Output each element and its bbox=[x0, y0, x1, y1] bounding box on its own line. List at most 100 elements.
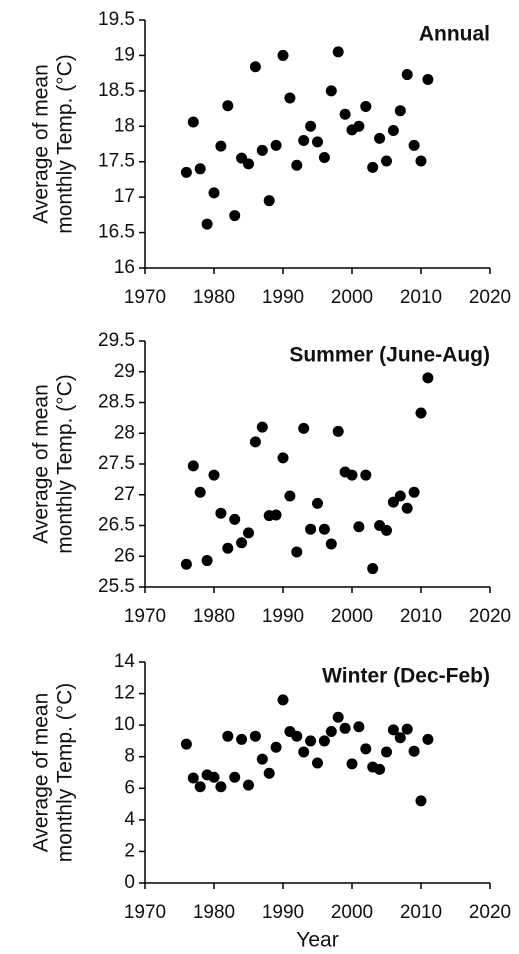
point bbox=[201, 218, 213, 230]
panel-title: Summer (June-Aug) bbox=[289, 344, 490, 367]
point bbox=[374, 132, 386, 144]
point bbox=[243, 527, 254, 539]
point bbox=[243, 779, 254, 791]
point bbox=[339, 722, 351, 734]
point bbox=[270, 509, 282, 521]
point bbox=[277, 452, 289, 464]
point bbox=[367, 563, 379, 575]
point bbox=[394, 105, 406, 117]
point bbox=[387, 724, 399, 736]
y-tick-label: 10 bbox=[114, 714, 135, 735]
point bbox=[284, 490, 296, 502]
point bbox=[312, 757, 323, 769]
point bbox=[229, 771, 241, 783]
y-tick-label: 8 bbox=[124, 746, 135, 767]
point bbox=[180, 166, 192, 178]
point bbox=[422, 372, 434, 384]
point bbox=[346, 758, 358, 770]
y-tick-label: 16.5 bbox=[98, 222, 135, 243]
point bbox=[194, 163, 206, 175]
point bbox=[208, 469, 220, 481]
point bbox=[298, 746, 310, 758]
point bbox=[332, 46, 344, 58]
point bbox=[249, 730, 261, 742]
point bbox=[394, 732, 406, 744]
x-tick-label: 2000 bbox=[331, 606, 373, 627]
point bbox=[408, 486, 420, 498]
point bbox=[263, 195, 275, 207]
point bbox=[291, 159, 303, 171]
point bbox=[208, 187, 220, 199]
point bbox=[415, 155, 427, 167]
point bbox=[360, 100, 372, 112]
point bbox=[222, 730, 234, 742]
y-axis-label: monthly Temp. (°C) bbox=[54, 54, 77, 234]
point bbox=[360, 469, 372, 481]
y-tick-label: 27.5 bbox=[98, 453, 135, 474]
point bbox=[332, 425, 344, 437]
point bbox=[256, 753, 268, 765]
y-tick-label: 17 bbox=[114, 186, 135, 207]
y-tick-label: 26 bbox=[114, 545, 135, 566]
x-tick-label: 2020 bbox=[469, 902, 511, 923]
point bbox=[194, 781, 206, 793]
point bbox=[291, 730, 303, 742]
point bbox=[194, 486, 206, 498]
point bbox=[305, 120, 317, 132]
x-tick-label: 2010 bbox=[400, 902, 442, 923]
x-tick-label: 1970 bbox=[124, 606, 166, 627]
point bbox=[381, 155, 392, 167]
x-tick-label: 2010 bbox=[400, 287, 442, 308]
y-tick-label: 12 bbox=[114, 683, 135, 704]
x-tick-label: 1970 bbox=[124, 902, 166, 923]
y-tick-label: 25.5 bbox=[98, 576, 135, 597]
point bbox=[346, 469, 358, 481]
point bbox=[318, 523, 330, 535]
y-tick-label: 27 bbox=[114, 484, 135, 505]
point bbox=[249, 436, 261, 448]
point bbox=[243, 158, 254, 170]
point bbox=[408, 139, 420, 151]
point bbox=[180, 558, 192, 570]
point bbox=[325, 538, 337, 550]
y-tick-label: 19.5 bbox=[98, 9, 135, 30]
y-tick-label: 2 bbox=[124, 840, 135, 861]
point bbox=[374, 763, 386, 775]
point bbox=[277, 694, 289, 706]
point bbox=[201, 555, 213, 567]
point bbox=[215, 781, 227, 793]
x-tick-label: 2000 bbox=[331, 902, 373, 923]
x-tick-label: 2020 bbox=[469, 287, 511, 308]
y-tick-label: 4 bbox=[124, 809, 135, 830]
point bbox=[229, 513, 241, 525]
point bbox=[325, 725, 337, 737]
y-tick-label: 14 bbox=[114, 651, 136, 672]
point bbox=[187, 460, 199, 472]
y-tick-label: 19 bbox=[114, 44, 135, 65]
point bbox=[332, 711, 344, 723]
point bbox=[305, 523, 317, 535]
point bbox=[360, 743, 372, 755]
y-tick-label: 18 bbox=[114, 115, 135, 136]
point bbox=[222, 100, 234, 112]
y-tick-label: 6 bbox=[124, 777, 135, 798]
point bbox=[256, 144, 268, 156]
point bbox=[387, 125, 399, 137]
point bbox=[353, 120, 365, 132]
point bbox=[367, 161, 379, 173]
y-tick-label: 29.5 bbox=[98, 330, 135, 351]
point bbox=[325, 85, 337, 97]
point bbox=[381, 746, 392, 758]
point bbox=[353, 721, 365, 733]
y-axis-label: Average of mean bbox=[30, 693, 53, 853]
point bbox=[305, 735, 317, 747]
point bbox=[401, 502, 413, 514]
point bbox=[187, 116, 199, 128]
point bbox=[215, 507, 227, 519]
point bbox=[401, 723, 413, 735]
x-tick-label: 1980 bbox=[193, 902, 235, 923]
point bbox=[215, 140, 227, 152]
point bbox=[318, 735, 330, 747]
point bbox=[318, 151, 330, 163]
point bbox=[229, 210, 241, 222]
